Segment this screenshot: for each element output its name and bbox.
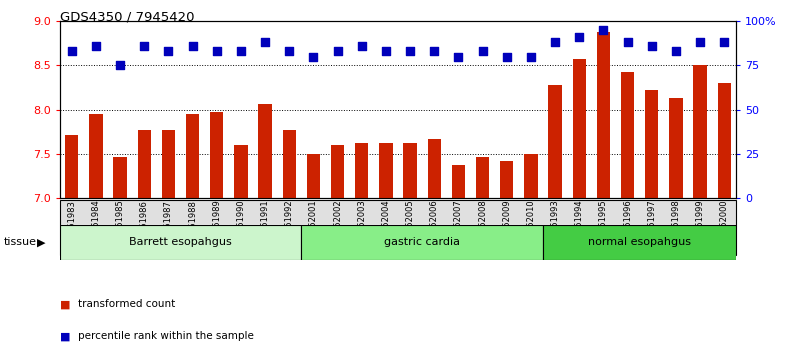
Text: tissue: tissue xyxy=(4,238,37,247)
Text: gastric cardia: gastric cardia xyxy=(384,238,460,247)
FancyBboxPatch shape xyxy=(543,225,736,260)
Bar xyxy=(404,143,417,198)
Point xyxy=(525,54,537,59)
Bar xyxy=(717,83,731,198)
Bar xyxy=(355,143,369,198)
Point xyxy=(65,48,78,54)
Point xyxy=(693,40,706,45)
Point xyxy=(162,48,175,54)
Bar xyxy=(138,130,151,198)
FancyBboxPatch shape xyxy=(60,225,302,260)
Bar xyxy=(186,114,199,198)
Bar xyxy=(525,154,537,198)
Point xyxy=(380,48,392,54)
Bar xyxy=(572,59,586,198)
Text: ■: ■ xyxy=(60,299,70,309)
Point xyxy=(210,48,223,54)
Text: GDS4350 / 7945420: GDS4350 / 7945420 xyxy=(60,11,194,24)
Text: normal esopahgus: normal esopahgus xyxy=(588,238,691,247)
Point xyxy=(283,48,295,54)
Point xyxy=(331,48,344,54)
Bar xyxy=(427,139,441,198)
Point xyxy=(597,27,610,33)
Bar xyxy=(89,114,103,198)
Bar xyxy=(500,161,513,198)
Bar xyxy=(621,72,634,198)
Point xyxy=(548,40,561,45)
Point xyxy=(404,48,416,54)
FancyBboxPatch shape xyxy=(302,225,543,260)
Point xyxy=(573,34,586,40)
Point xyxy=(501,54,513,59)
Point xyxy=(476,48,489,54)
Bar xyxy=(306,154,320,198)
Bar xyxy=(259,103,271,198)
Text: ▶: ▶ xyxy=(37,238,46,247)
Point xyxy=(355,43,368,49)
Bar xyxy=(669,98,682,198)
Bar xyxy=(476,157,490,198)
Point xyxy=(186,43,199,49)
Text: Barrett esopahgus: Barrett esopahgus xyxy=(129,238,232,247)
Bar xyxy=(210,112,224,198)
Bar xyxy=(162,130,175,198)
Point xyxy=(259,40,271,45)
Point xyxy=(114,63,127,68)
Bar xyxy=(114,157,127,198)
Point xyxy=(621,40,634,45)
Bar xyxy=(331,145,344,198)
Point xyxy=(428,48,441,54)
Point xyxy=(452,54,465,59)
Text: ■: ■ xyxy=(60,331,70,341)
Bar xyxy=(379,143,392,198)
Bar xyxy=(597,32,610,198)
Point xyxy=(307,54,320,59)
Bar xyxy=(693,65,707,198)
Point xyxy=(138,43,150,49)
Point xyxy=(669,48,682,54)
Bar xyxy=(65,135,79,198)
Text: transformed count: transformed count xyxy=(78,299,175,309)
Point xyxy=(646,43,658,49)
Bar xyxy=(452,165,465,198)
Point xyxy=(718,40,731,45)
Bar xyxy=(548,85,562,198)
Bar xyxy=(283,130,296,198)
Point xyxy=(235,48,248,54)
Point xyxy=(90,43,103,49)
Bar xyxy=(234,145,248,198)
Text: percentile rank within the sample: percentile rank within the sample xyxy=(78,331,254,341)
Bar xyxy=(645,90,658,198)
